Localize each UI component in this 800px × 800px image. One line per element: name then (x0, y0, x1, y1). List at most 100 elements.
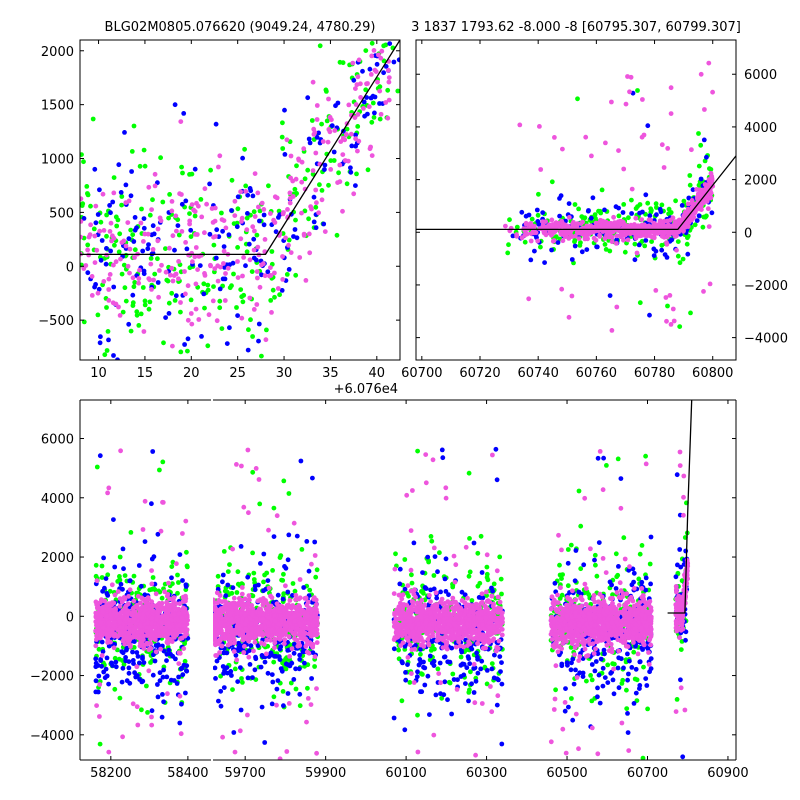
data-point (701, 200, 706, 206)
data-point (187, 265, 193, 271)
data-point (306, 650, 312, 656)
data-point (96, 286, 102, 292)
data-point (305, 641, 310, 647)
data-point (340, 60, 346, 66)
data-point (213, 629, 217, 634)
data-point (235, 194, 241, 200)
data-point (201, 291, 207, 297)
data-point (337, 162, 343, 168)
data-point (301, 630, 307, 636)
data-point (635, 229, 641, 235)
data-point (534, 207, 540, 213)
data-point (292, 588, 298, 594)
data-point (309, 676, 314, 681)
data-point (185, 564, 190, 570)
x-tick-label: 60700 (401, 366, 442, 381)
data-point (118, 190, 124, 195)
data-point (100, 625, 106, 631)
data-point (130, 634, 136, 640)
data-point (566, 201, 572, 207)
data-point (127, 642, 133, 648)
data-point (92, 260, 98, 265)
data-point (310, 475, 315, 481)
data-point (216, 612, 222, 618)
data-point (217, 366, 222, 371)
data-point (174, 681, 180, 686)
data-point (620, 210, 626, 215)
data-point (192, 254, 198, 260)
data-point (188, 297, 194, 303)
data-point (132, 639, 137, 644)
data-point (231, 271, 236, 277)
data-point (179, 701, 184, 707)
data-point (692, 222, 698, 228)
data-point (292, 613, 297, 619)
data-point (149, 568, 155, 573)
data-point (213, 636, 218, 642)
data-point (119, 271, 125, 277)
data-point (695, 196, 700, 202)
data-point (205, 343, 211, 349)
data-point (686, 195, 692, 201)
data-point (621, 233, 627, 238)
data-point (616, 148, 621, 154)
data-point (170, 343, 175, 349)
data-point (155, 280, 161, 285)
data-point (127, 622, 133, 627)
data-point (176, 232, 182, 238)
data-point (214, 590, 220, 596)
data-point (641, 132, 647, 138)
data-point (214, 622, 220, 628)
data-point (97, 340, 103, 346)
data-point (306, 216, 311, 222)
data-point (126, 321, 132, 327)
data-point (332, 128, 338, 133)
data-point (109, 238, 114, 244)
data-point (612, 227, 618, 233)
data-point (386, 19, 391, 24)
data-point (385, 87, 391, 93)
data-point (560, 146, 565, 152)
data-point (335, 180, 340, 186)
data-point (131, 239, 137, 244)
data-point (144, 597, 150, 602)
data-point (264, 570, 270, 576)
data-point (691, 215, 697, 220)
data-point (647, 312, 652, 318)
data-point (223, 593, 229, 599)
data-point (111, 353, 116, 358)
data-point (184, 246, 190, 252)
data-point (674, 247, 679, 253)
data-point (344, 126, 350, 132)
data-point (246, 241, 252, 247)
data-point (240, 299, 246, 305)
data-point (159, 595, 165, 601)
data-point (155, 226, 161, 232)
data-point (294, 533, 300, 539)
data-point (190, 259, 195, 265)
data-point (260, 616, 266, 622)
data-point (356, 57, 362, 63)
data-point (380, 2, 385, 7)
data-point (393, 551, 398, 557)
data-point (101, 228, 107, 233)
data-point (245, 347, 251, 353)
data-point (279, 668, 285, 674)
data-point (106, 620, 112, 625)
data-point (115, 357, 120, 360)
data-point (614, 304, 620, 310)
data-point (160, 692, 165, 697)
data-point (150, 247, 156, 252)
data-point (134, 613, 139, 618)
data-point (549, 179, 555, 185)
data-point (609, 99, 614, 105)
data-point (307, 140, 313, 146)
data-point (182, 342, 188, 347)
data-point (193, 281, 199, 287)
data-point (259, 623, 264, 629)
data-point (128, 227, 134, 233)
data-point (227, 625, 232, 631)
data-point (537, 124, 542, 129)
data-point (208, 262, 213, 268)
data-point (286, 634, 292, 640)
